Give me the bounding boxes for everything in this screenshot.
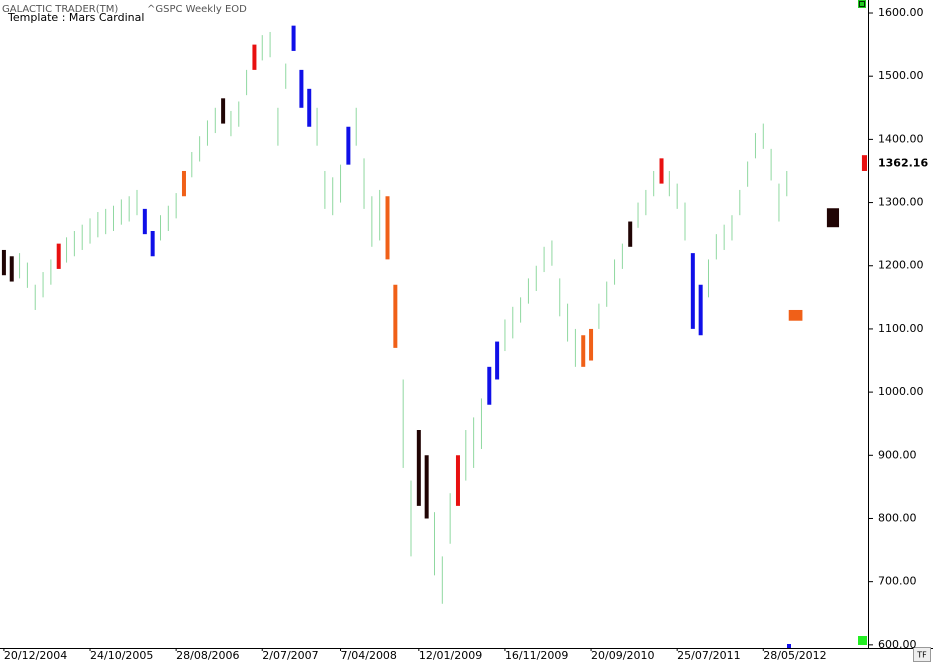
y-tick-label: 700.00 — [878, 575, 917, 588]
y-tick-label: 1200.00 — [878, 259, 924, 272]
projection-box — [788, 309, 803, 321]
y-tick-label: 1100.00 — [878, 322, 924, 335]
x-tick-label: 25/07/2011 — [677, 649, 740, 662]
time-marker — [787, 644, 791, 648]
projection-box — [826, 208, 840, 228]
y-tick-label: 1000.00 — [878, 385, 924, 398]
corner-marker — [858, 636, 867, 645]
x-tick-label: 12/01/2009 — [419, 649, 482, 662]
last-price-label: 1362.16 — [878, 156, 928, 169]
tf-button[interactable] — [913, 647, 931, 662]
tf-button-label[interactable]: TF — [916, 651, 927, 660]
corner-marker — [858, 0, 866, 8]
app-title: GALACTIC TRADER(TM) — [2, 4, 118, 15]
y-tick-label: 800.00 — [878, 511, 917, 524]
x-tick-label: 20/09/2010 — [591, 649, 654, 662]
corner-marker-icon — [859, 1, 865, 7]
y-tick-label: 600.00 — [878, 638, 917, 651]
x-tick-label: 16/11/2009 — [505, 649, 568, 662]
y-tick-label: 1600.00 — [878, 6, 924, 19]
y-tick-label: 1400.00 — [878, 132, 924, 145]
x-tick-label: 7/04/2008 — [341, 649, 397, 662]
y-tick-label: 1300.00 — [878, 196, 924, 209]
x-tick-label: 20/12/2004 — [4, 649, 67, 662]
x-tick-label: 24/10/2005 — [90, 649, 153, 662]
x-tick-label: 28/08/2006 — [176, 649, 239, 662]
x-tick-label: 28/05/2012 — [763, 649, 826, 662]
x-tick-label: 2/07/2007 — [262, 649, 318, 662]
y-tick-label: 1500.00 — [878, 69, 924, 82]
y-tick-label: 900.00 — [878, 448, 917, 461]
symbol-title: ^GSPC Weekly EOD — [147, 4, 247, 15]
projection-box — [861, 155, 868, 171]
template-label: Template : Mars Cardinal — [7, 11, 144, 24]
